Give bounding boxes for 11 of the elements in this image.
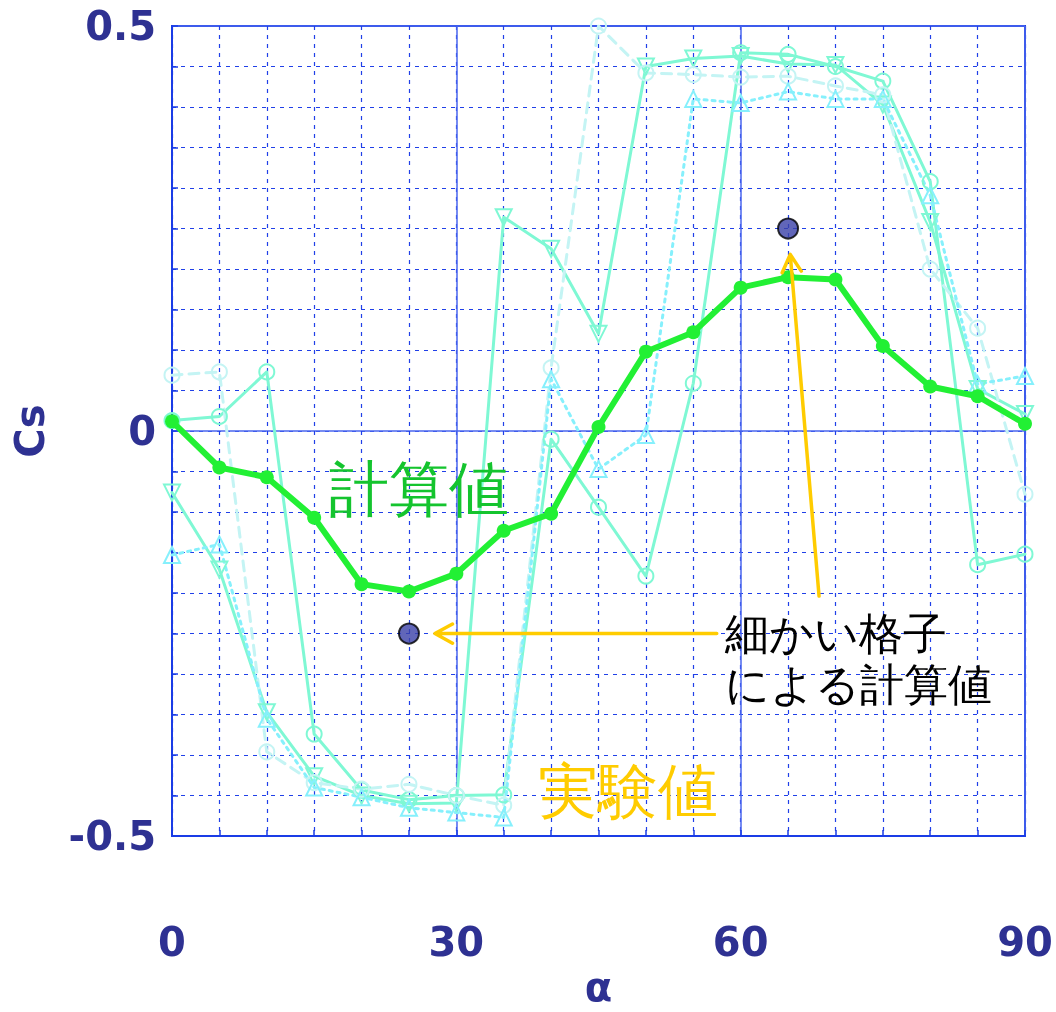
x-tick-label: 90 [997,919,1053,966]
x-tick-label: 0 [158,919,186,966]
x-tick-label: 30 [428,919,485,966]
x-axis-title: α [584,964,613,1010]
text: 細かい格子による計算値 [723,608,992,711]
y-tick-label: -0.5 [68,813,156,860]
y-axis-title: Cs [7,404,53,458]
annotation: 実験値 [538,755,719,826]
x-tick-label: 60 [712,919,769,966]
y-tick-label: 0 [128,408,156,455]
y-tick-label: 0.5 [85,3,156,49]
